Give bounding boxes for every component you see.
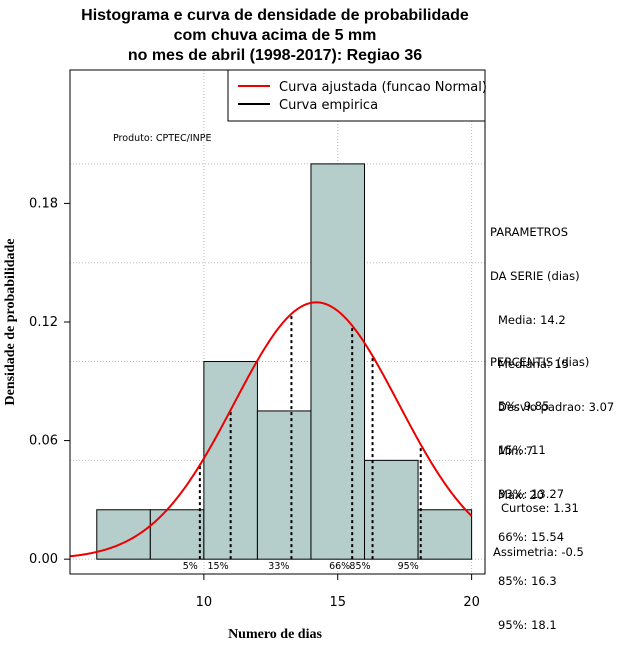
parameter-mean: Media: 14.2 <box>498 312 566 327</box>
axes: 10 15 20 0.00 0.06 0.12 0.18 <box>29 196 480 610</box>
y-tick-label: 0.00 <box>29 552 58 567</box>
percentile-label: 95% <box>398 561 419 572</box>
percentiles-heading: PERCENTIS (dias) <box>490 355 590 370</box>
parameter-median: Mediana: 15 <box>498 356 570 371</box>
kurtosis-value: Curtose: 1.31 <box>501 501 579 516</box>
shape-panel: Curtose: 1.31 Assimetria: -0.5 <box>493 472 584 574</box>
histogram-bar <box>417 509 473 560</box>
percentile-label: 33% <box>268 561 289 572</box>
histogram-bar <box>149 509 205 560</box>
parameter-max: Max: 20 <box>498 487 544 502</box>
chart-title-line-3: no mes de abril (1998-2017): Regiao 36 <box>127 47 423 64</box>
y-tick-label: 0.06 <box>29 434 58 449</box>
histogram-bar <box>310 163 366 560</box>
histogram-bar <box>96 509 151 560</box>
fitted-normal-curve <box>69 301 473 558</box>
percentile-line: 33%: 13.27 <box>498 486 565 501</box>
percentile-label: 15% <box>208 561 229 572</box>
percentile-markers: 5% 15% 33% 66% 85% 95% <box>183 313 422 572</box>
y-tick-label: 0.18 <box>29 196 58 211</box>
percentile-line: 5%: 9.85 <box>498 398 550 413</box>
percentile-label: 5% <box>183 561 198 572</box>
y-tick-label: 0.12 <box>29 315 58 330</box>
x-tick-label: 15 <box>329 595 346 610</box>
percentile-line: 85%: 16.3 <box>498 574 557 589</box>
legend: Curva ajustada (funcao Normal) Curva emp… <box>227 69 487 122</box>
percentile-line: 15%: 11 <box>498 442 546 457</box>
x-tick-label: 10 <box>196 595 213 610</box>
fitted-curve-layer <box>69 301 473 558</box>
credit-label: Produto: CPTEC/INPE <box>113 133 212 144</box>
percentile-label: 66% <box>329 561 350 572</box>
legend-fitted-label: Curva ajustada (funcao Normal) <box>279 80 487 95</box>
parameters-panel: PARAMETROS DA SERIE (dias) Media: 14.2 M… <box>490 196 614 517</box>
chart-title-line-2: com chuva acima de 5 mm <box>173 27 377 44</box>
x-axis-title: Numero de dias <box>228 627 322 642</box>
percentile-line: 66%: 15.54 <box>498 530 565 545</box>
percentile-label: 85% <box>349 561 370 572</box>
legend-box <box>227 69 486 122</box>
parameters-heading-1: PARAMETROS <box>490 225 569 240</box>
x-tick-label: 20 <box>463 595 480 610</box>
percentiles-panel: PERCENTIS (dias) 5%: 9.85 15%: 11 33%: 1… <box>490 326 589 647</box>
histogram-bar <box>256 410 312 560</box>
parameters-heading-2: DA SERIE (dias) <box>490 268 580 283</box>
parameter-std-dev: Desvio padrao: 3.07 <box>498 400 615 415</box>
percentile-line: 95%: 18.1 <box>498 617 557 632</box>
legend-empirical-label: Curva empirica <box>279 98 378 113</box>
skewness-value: Assimetria: -0.5 <box>493 544 584 559</box>
chart-title-line-1: Histograma e curva de densidade de proba… <box>81 7 469 24</box>
parameter-min: Min: 7 <box>498 444 534 459</box>
y-axis-title: Densidade de probabilidade <box>3 238 18 405</box>
